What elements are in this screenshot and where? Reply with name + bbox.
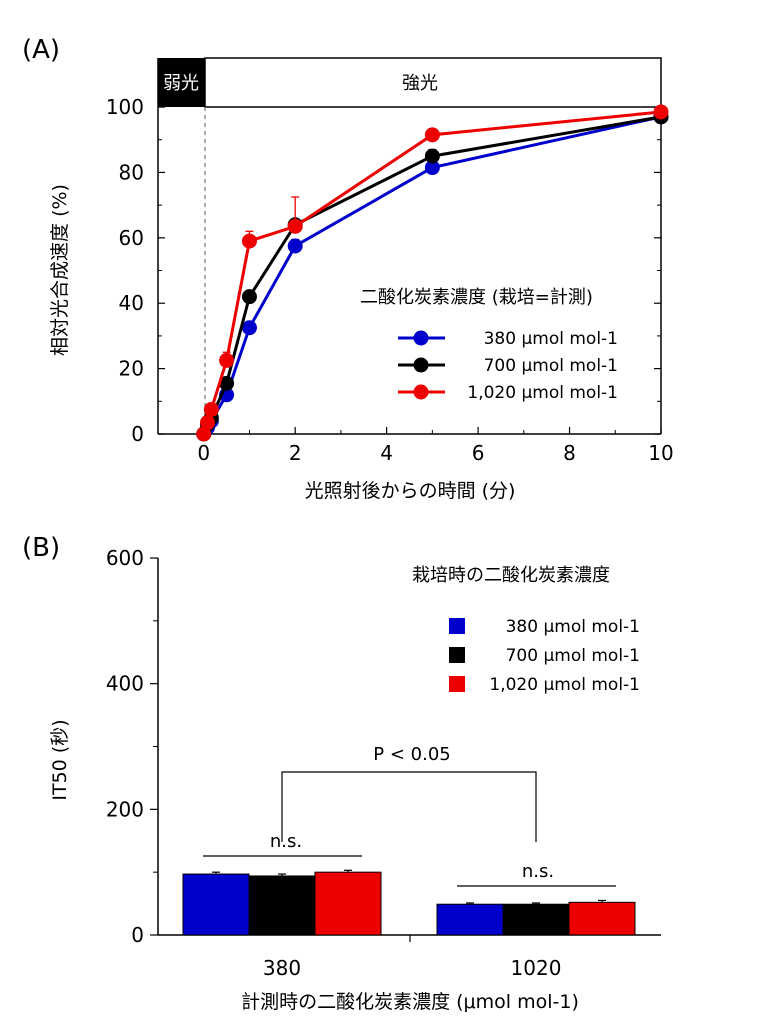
a-y-tick-label: 0 xyxy=(131,422,144,446)
a-y-tick-label: 40 xyxy=(119,291,144,315)
a-data-point xyxy=(287,218,303,234)
a-data-point xyxy=(424,148,440,164)
b-legend-label: 700 μmol mol-1 xyxy=(506,646,640,666)
panel-b: (B) 0 200 400 600 380 1020 P < 0.05 n.s. n.s.… xyxy=(22,533,661,1013)
b-legend-swatch xyxy=(449,676,465,692)
b-bar xyxy=(502,903,570,936)
b-y-tick-label: 400 xyxy=(106,672,144,696)
b-legend-title: 栽培時の二酸化炭素濃度 xyxy=(412,565,610,586)
strong-light-band xyxy=(204,57,662,108)
group-2-ns-label: n.s. xyxy=(522,861,554,882)
a-data-point xyxy=(241,320,257,336)
a-series-2 xyxy=(196,104,669,442)
between-groups-bracket xyxy=(281,771,537,842)
a-legend-label: 700 μmol mol-1 xyxy=(484,356,618,376)
a-x-tick-label: 2 xyxy=(289,441,302,465)
b-y-tick-label: 600 xyxy=(106,546,144,570)
a-y-tick-label: 60 xyxy=(119,226,144,250)
a-x-tick-label: 4 xyxy=(380,441,393,465)
a-legend-marker xyxy=(413,384,429,400)
b-y-tick-label: 200 xyxy=(106,797,144,821)
a-x-tick-label: 6 xyxy=(472,441,485,465)
a-y-label: 相対光合成速度 (%) xyxy=(49,184,71,356)
a-x-tick-label: 8 xyxy=(563,441,576,465)
significance-brackets: P < 0.05 n.s. n.s. xyxy=(203,744,616,887)
a-data-point xyxy=(424,160,440,176)
a-legend-label: 1,020 μmol mol-1 xyxy=(467,383,618,403)
panel-b-label: (B) xyxy=(22,533,60,563)
b-x-tick-label: 1020 xyxy=(511,956,562,980)
between-groups-label: P < 0.05 xyxy=(373,744,450,765)
a-data-point xyxy=(200,415,216,431)
b-legend-label: 380 μmol mol-1 xyxy=(506,617,640,637)
a-legend-marker xyxy=(413,330,429,346)
b-bar xyxy=(314,871,382,936)
b-bar xyxy=(568,901,636,936)
a-legend-marker xyxy=(413,357,429,373)
b-x-tick-label: 380 xyxy=(263,956,301,980)
a-x-tick-label: 10 xyxy=(648,441,673,465)
weak-light-label: 弱光 xyxy=(163,73,199,94)
a-data-point xyxy=(203,401,219,417)
a-y-tick-label: 100 xyxy=(106,95,144,119)
a-y-tick-label: 80 xyxy=(119,160,144,184)
a-y-tick-label: 20 xyxy=(119,357,144,381)
a-data-point xyxy=(424,127,440,143)
a-data-point xyxy=(219,352,235,368)
b-legend-swatch xyxy=(449,618,465,634)
weak-light-band xyxy=(158,58,205,107)
group-1-ns-label: n.s. xyxy=(270,831,302,852)
a-x-tick-label: 0 xyxy=(197,441,210,465)
a-x-label: 光照射後からの時間 (分) xyxy=(305,480,516,502)
b-legend-label: 1,020 μmol mol-1 xyxy=(489,675,640,695)
a-legend-label: 380 μmol mol-1 xyxy=(484,329,618,349)
a-legend-title: 二酸化炭素濃度 (栽培=計測) xyxy=(360,287,593,308)
panel-a-label: (A) xyxy=(22,35,60,65)
b-y-tick-label: 0 xyxy=(131,923,144,947)
a-data-point xyxy=(219,375,235,391)
a-data-point xyxy=(287,238,303,254)
b-x-label: 計測時の二酸化炭素濃度 (μmol mol-1) xyxy=(241,991,579,1013)
a-data-point xyxy=(196,426,212,442)
a-data-point xyxy=(241,233,257,249)
a-data-point xyxy=(241,289,257,305)
b-bar xyxy=(248,875,316,936)
b-legend-swatch xyxy=(449,647,465,663)
strong-light-label: 強光 xyxy=(402,73,438,94)
b-bar xyxy=(436,903,504,936)
a-data-point xyxy=(653,104,669,120)
b-y-label: IT50 (秒) xyxy=(49,719,71,800)
b-bar xyxy=(182,873,250,936)
